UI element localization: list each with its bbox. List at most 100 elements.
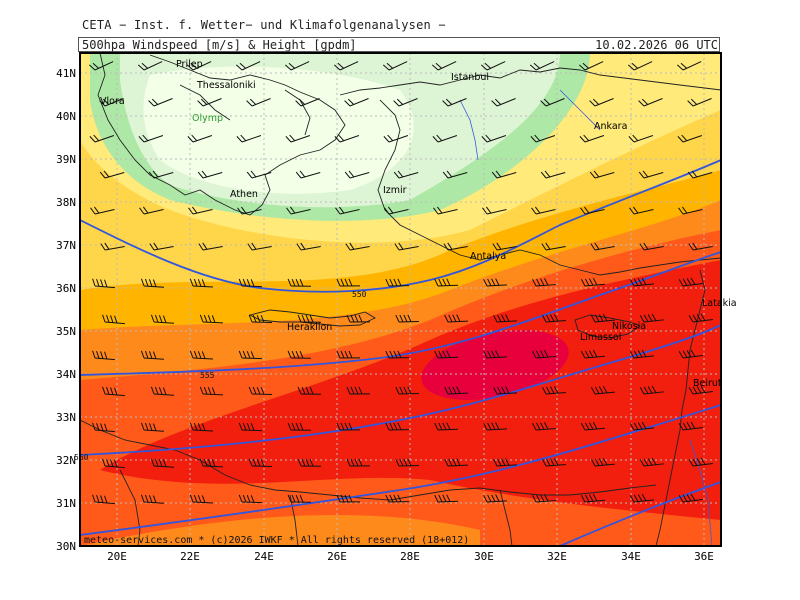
wind-barb <box>199 386 224 396</box>
city-label: Limassol <box>580 332 621 343</box>
wind-barb <box>284 61 310 71</box>
lon-label: 32E <box>547 550 567 563</box>
wind-barb <box>677 134 703 143</box>
footer-credit: meteo-services.com * (c)2026 IWKF * All … <box>84 535 469 546</box>
wind-barb <box>235 61 261 71</box>
wind-barb <box>395 458 420 467</box>
lat-label: 35N <box>56 325 76 338</box>
wind-barb <box>246 170 272 179</box>
wind-barb <box>248 314 273 324</box>
wind-barb <box>542 314 566 323</box>
wind-barb <box>678 206 703 215</box>
wind-barb <box>394 242 419 251</box>
wind-barb <box>287 494 312 503</box>
wind-barb <box>247 242 272 251</box>
wind-barb <box>688 385 713 395</box>
wind-barb <box>140 278 164 288</box>
lat-label: 30N <box>56 540 76 553</box>
wind-barbs <box>88 61 713 505</box>
wind-barb <box>480 61 506 71</box>
wind-barb <box>88 61 114 71</box>
wind-barb <box>433 206 458 215</box>
wind-barb <box>590 385 615 395</box>
wind-barb <box>89 134 115 143</box>
wind-barb <box>150 458 174 468</box>
contour-label: 550 <box>352 290 367 299</box>
header-bar <box>78 37 720 52</box>
wind-barb <box>432 134 458 143</box>
wind-barb <box>102 458 125 469</box>
wind-barb <box>336 350 361 359</box>
longitude-labels: 20E 22E 24E 26E 28E 30E 32E 34E 36E <box>107 550 714 563</box>
wind-barb <box>92 350 115 361</box>
lat-label: 36N <box>56 282 76 295</box>
wind-barb <box>589 170 615 179</box>
lat-label: 41N <box>56 67 76 80</box>
wind-barb <box>529 61 555 71</box>
wind-barb <box>434 350 459 359</box>
wind-barb <box>627 61 653 71</box>
wind-barb <box>346 314 371 323</box>
wind-barb <box>344 98 369 107</box>
wind-barb <box>532 422 556 431</box>
lat-label: 34N <box>56 368 76 381</box>
wind-barb <box>483 350 507 359</box>
wind-barb <box>285 134 311 143</box>
wind-barb <box>140 350 164 360</box>
wind-barb <box>102 314 125 325</box>
lon-label: 30E <box>474 550 494 563</box>
wind-barb <box>140 422 164 432</box>
wind-barb <box>442 98 467 107</box>
wind-barb <box>542 458 566 467</box>
wind-barb <box>482 206 507 215</box>
wind-barb <box>590 313 615 323</box>
wind-barb <box>189 422 214 432</box>
wind-barb <box>385 494 410 503</box>
wind-barb <box>92 278 115 289</box>
city-label: Athen <box>230 189 258 200</box>
wind-barb <box>687 170 713 179</box>
wind-barb <box>492 242 517 251</box>
wind-barb <box>676 61 702 71</box>
wind-barb <box>629 421 654 431</box>
city-labels: Prilep Thessaloniki Vlora Olymp Athen Is… <box>100 59 737 389</box>
wind-barb <box>393 98 418 107</box>
wind-barb <box>434 422 459 431</box>
lat-label: 33N <box>56 411 76 424</box>
wind-barb <box>678 277 703 287</box>
wind-barb <box>531 206 556 215</box>
wind-barb <box>639 242 664 251</box>
wind-barb <box>188 206 213 215</box>
wind-barb <box>197 170 223 179</box>
lat-label: 40N <box>56 110 76 123</box>
lon-label: 36E <box>694 550 714 563</box>
contour-label: 560 <box>74 453 89 462</box>
wind-barb <box>483 494 507 503</box>
wind-barb <box>580 493 605 503</box>
lat-label: 31N <box>56 497 76 510</box>
wind-barb <box>542 386 566 395</box>
city-label: Nikosia <box>612 321 646 332</box>
height-contours <box>80 159 721 546</box>
wind-barb <box>443 242 468 251</box>
wind-barb <box>579 134 605 143</box>
lat-label: 37N <box>56 239 76 252</box>
wind-barb <box>493 314 517 323</box>
wind-barb <box>678 421 703 431</box>
wind-barb <box>199 314 224 324</box>
wind-barb <box>678 493 703 503</box>
wind-barb <box>444 386 469 395</box>
wind-barb <box>186 61 212 71</box>
wind-barb <box>189 278 214 288</box>
wind-barb <box>148 98 173 107</box>
city-label: Ankara <box>594 121 627 132</box>
wind-barb <box>150 386 174 396</box>
wind-barb <box>297 314 322 323</box>
wind-barb <box>491 98 516 107</box>
wind-barb <box>532 278 556 287</box>
wind-barb <box>102 386 125 397</box>
city-label: Izmir <box>383 185 407 196</box>
wind-barb <box>333 61 359 71</box>
wind-barb <box>540 170 566 179</box>
wind-barb <box>345 242 370 251</box>
